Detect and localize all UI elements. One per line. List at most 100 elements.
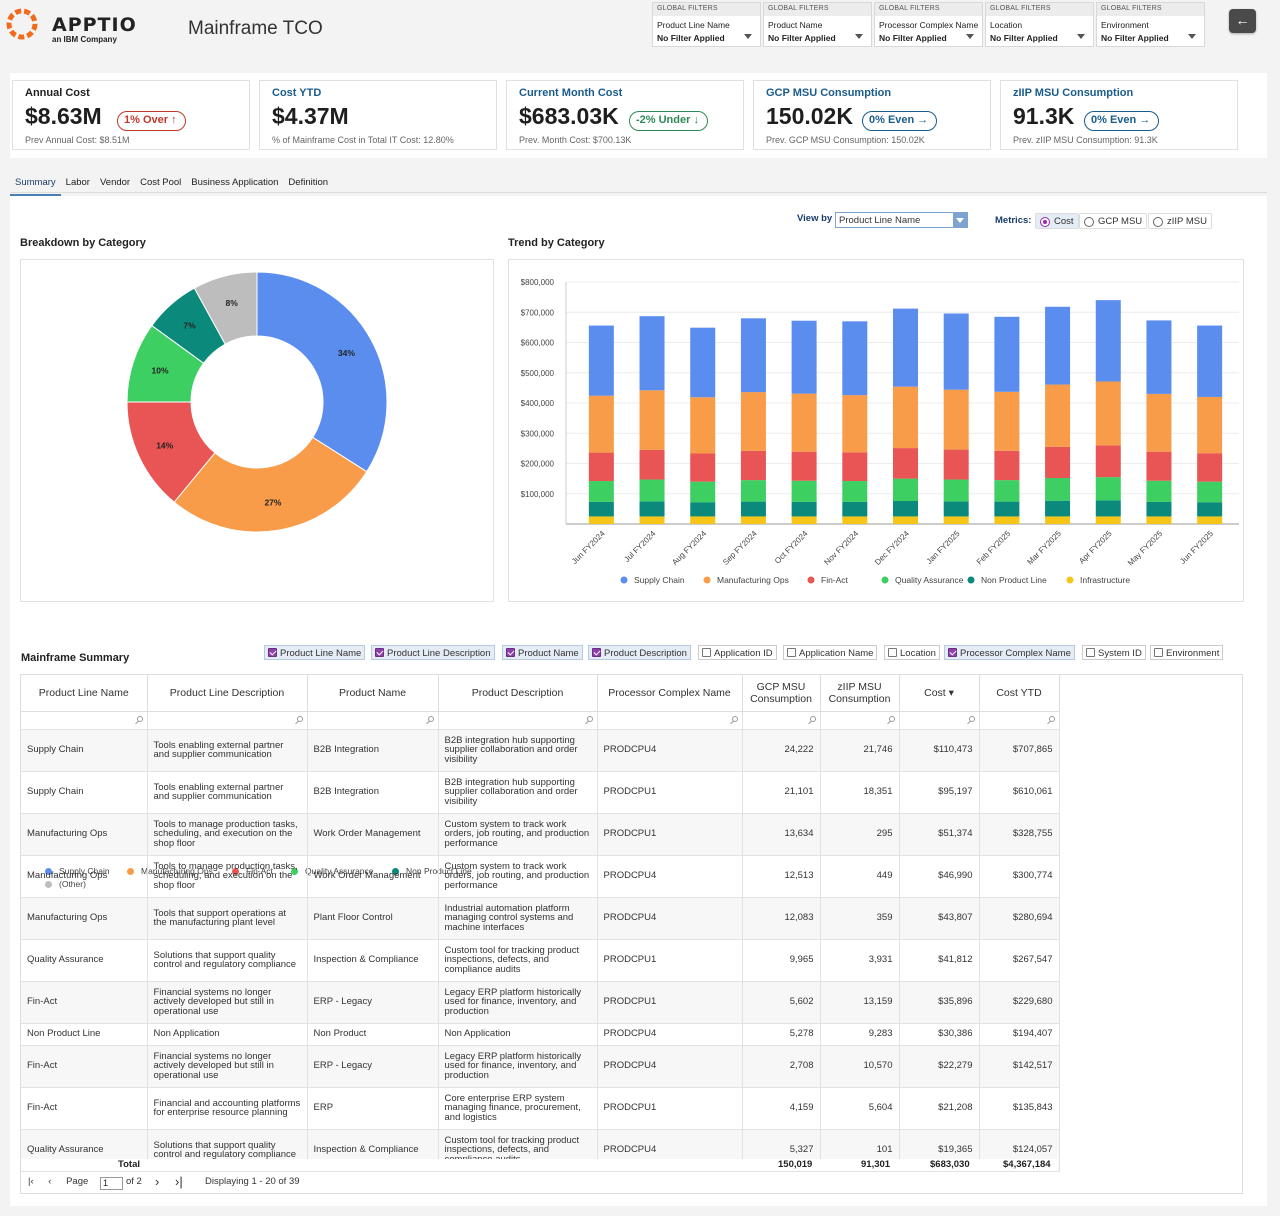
tab-business-application[interactable]: Business Application [191, 177, 279, 188]
bar-segment-quality-assurance[interactable] [842, 481, 868, 502]
bar-segment-infrastructure[interactable] [893, 516, 918, 524]
bar-segment-quality-assurance[interactable] [1146, 480, 1172, 502]
search-icon[interactable] [296, 715, 303, 722]
bar-segment-non-product-line[interactable] [842, 501, 868, 517]
search-icon[interactable] [136, 715, 143, 722]
bar-segment-fin-act[interactable] [1146, 451, 1172, 481]
bar-segment-supply-chain[interactable] [588, 325, 614, 396]
search-icon[interactable] [968, 715, 975, 722]
column-toggle-location[interactable]: Location [884, 645, 940, 660]
legend-label[interactable]: Fin-Act [821, 575, 849, 585]
prev-page-icon[interactable]: ‹ [48, 1176, 52, 1187]
donut-slice-manufacturing-ops[interactable] [173, 436, 368, 533]
table-row[interactable]: Fin-Act Financial and accounting platform… [21, 1087, 1060, 1130]
search-icon[interactable] [427, 715, 434, 722]
bar-segment-fin-act[interactable] [1045, 446, 1071, 479]
bar-segment-non-product-line[interactable] [943, 501, 969, 517]
bar-segment-infrastructure[interactable] [690, 516, 716, 524]
column-toggle-product-name[interactable]: Product Name [502, 645, 583, 660]
bar-segment-manufacturing-ops[interactable] [1146, 393, 1172, 452]
bar-segment-fin-act[interactable] [639, 449, 665, 480]
bar-segment-non-product-line[interactable] [690, 502, 716, 517]
bar-segment-fin-act[interactable] [1095, 445, 1121, 478]
bar-segment-fin-act[interactable] [1197, 453, 1223, 482]
column-filter-cell[interactable] [307, 711, 439, 730]
column-header[interactable]: Product Name [307, 675, 439, 712]
bar-segment-quality-assurance[interactable] [740, 480, 766, 502]
filter-location[interactable]: GLOBAL FILTERS Location No Filter Applie… [985, 2, 1094, 47]
column-filter-cell[interactable] [21, 711, 148, 730]
column-filter-cell[interactable] [597, 711, 743, 730]
bar-segment-fin-act[interactable] [994, 450, 1020, 481]
search-icon[interactable] [586, 715, 593, 722]
bar-segment-infrastructure[interactable] [639, 516, 665, 524]
bar-segment-supply-chain[interactable] [994, 316, 1020, 392]
tab-cost-pool[interactable]: Cost Pool [140, 177, 182, 188]
bar-segment-supply-chain[interactable] [791, 320, 817, 394]
bar-segment-quality-assurance[interactable] [639, 479, 665, 502]
first-page-icon[interactable]: |‹ [28, 1176, 34, 1187]
next-page-icon[interactable]: › [155, 1174, 160, 1189]
bar-segment-infrastructure[interactable] [1146, 516, 1172, 524]
search-icon[interactable] [809, 715, 816, 722]
column-toggle-processor-complex-name[interactable]: Processor Complex Name [944, 645, 1075, 660]
chevron-down-icon[interactable] [1188, 34, 1196, 39]
legend-label[interactable]: Manufacturing Ops [717, 575, 789, 585]
column-header[interactable]: Product Description [438, 675, 598, 712]
chevron-down-icon[interactable] [855, 34, 863, 39]
table-row[interactable]: Supply Chain Tools enabling external part… [21, 729, 1060, 772]
bar-segment-quality-assurance[interactable] [1197, 481, 1223, 503]
bar-segment-non-product-line[interactable] [1197, 502, 1223, 517]
table-row[interactable]: Quality Assurance Solutions that support … [21, 939, 1060, 982]
donut-slice--other-[interactable] [193, 271, 258, 345]
metric-ziip-msu-radio[interactable]: zIIP MSU [1148, 213, 1212, 229]
bar-segment-non-product-line[interactable] [1045, 500, 1071, 517]
bar-segment-supply-chain[interactable] [1045, 306, 1071, 385]
bar-segment-supply-chain[interactable] [740, 318, 766, 393]
tab-labor[interactable]: Labor [65, 177, 90, 188]
bar-segment-manufacturing-ops[interactable] [690, 397, 716, 454]
bar-segment-supply-chain[interactable] [639, 316, 665, 391]
bar-segment-supply-chain[interactable] [893, 308, 918, 387]
table-row[interactable]: Manufacturing Ops Tools to manage product… [21, 813, 1060, 856]
bar-segment-manufacturing-ops[interactable] [994, 391, 1020, 451]
bar-segment-infrastructure[interactable] [943, 516, 969, 524]
bar-segment-non-product-line[interactable] [1146, 501, 1172, 517]
search-icon[interactable] [1048, 715, 1055, 722]
column-header[interactable]: zIIP MSU Consumption [820, 675, 900, 712]
bar-segment-non-product-line[interactable] [588, 501, 614, 517]
bar-segment-manufacturing-ops[interactable] [791, 393, 817, 452]
bar-segment-infrastructure[interactable] [1095, 516, 1121, 524]
bar-segment-fin-act[interactable] [943, 449, 969, 480]
bar-segment-fin-act[interactable] [690, 453, 716, 482]
bar-segment-fin-act[interactable] [893, 448, 918, 479]
column-header[interactable]: Cost ▾ [899, 675, 980, 712]
column-toggle-application-name[interactable]: Application Name [783, 645, 878, 660]
metric-gcp-msu-radio[interactable]: GCP MSU [1079, 213, 1148, 229]
search-icon[interactable] [888, 715, 895, 722]
bar-segment-supply-chain[interactable] [1146, 320, 1172, 394]
column-header[interactable]: Cost YTD [979, 675, 1060, 712]
bar-segment-supply-chain[interactable] [943, 313, 969, 390]
bar-segment-quality-assurance[interactable] [1095, 477, 1121, 501]
bar-segment-manufacturing-ops[interactable] [893, 386, 918, 449]
column-filter-cell[interactable] [438, 711, 598, 730]
column-toggle-system-id[interactable]: System ID [1082, 645, 1146, 660]
bar-segment-manufacturing-ops[interactable] [1095, 381, 1121, 446]
bar-segment-manufacturing-ops[interactable] [842, 395, 868, 453]
table-row[interactable]: Supply Chain Tools enabling external part… [21, 771, 1060, 814]
bar-segment-infrastructure[interactable] [1197, 516, 1223, 524]
column-toggle-application-id[interactable]: Application ID [698, 645, 777, 660]
column-filter-cell[interactable] [899, 711, 980, 730]
column-header[interactable]: Processor Complex Name [597, 675, 743, 712]
bar-segment-non-product-line[interactable] [893, 501, 918, 517]
donut-slice-supply-chain[interactable] [256, 271, 388, 473]
bar-segment-fin-act[interactable] [588, 452, 614, 482]
column-filter-cell[interactable] [147, 711, 308, 730]
tab-vendor[interactable]: Vendor [99, 177, 131, 188]
bar-segment-manufacturing-ops[interactable] [943, 389, 969, 450]
filter-processor-complex-name[interactable]: GLOBAL FILTERS Processor Complex Name No… [874, 2, 983, 47]
chevron-down-icon[interactable] [953, 213, 967, 227]
table-row[interactable]: Manufacturing Ops Tools to manage product… [21, 855, 1060, 898]
bar-segment-quality-assurance[interactable] [588, 481, 614, 502]
